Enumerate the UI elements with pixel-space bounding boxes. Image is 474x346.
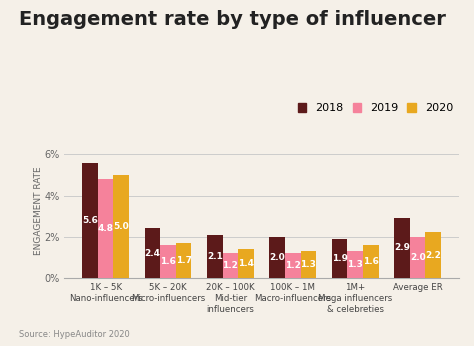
Bar (82, 163, 98, 277)
Bar (113, 175, 129, 277)
Bar (160, 245, 176, 277)
Text: 1.3: 1.3 (347, 260, 363, 269)
Text: 2.4: 2.4 (145, 248, 160, 257)
Bar (410, 237, 426, 277)
Bar (145, 228, 160, 277)
Bar (176, 243, 191, 277)
Bar (426, 233, 441, 277)
Text: 1.6: 1.6 (160, 257, 176, 266)
Bar (301, 251, 316, 277)
Bar (332, 239, 347, 277)
Text: 2.2: 2.2 (425, 251, 441, 260)
Text: 1.6: 1.6 (363, 257, 379, 266)
Text: 1.2: 1.2 (222, 261, 238, 270)
Bar (363, 245, 379, 277)
Text: Engagement rate by type of influencer: Engagement rate by type of influencer (19, 10, 446, 29)
Text: 1.3: 1.3 (301, 260, 316, 269)
Text: 2.1: 2.1 (207, 252, 223, 261)
Bar (285, 253, 301, 277)
Text: Source: HypeAuditor 2020: Source: HypeAuditor 2020 (19, 330, 130, 339)
Bar (98, 179, 113, 277)
Bar (238, 249, 254, 277)
Bar (347, 251, 363, 277)
Bar (223, 253, 238, 277)
Text: 4.8: 4.8 (98, 224, 114, 233)
Text: 1.7: 1.7 (175, 256, 191, 265)
Text: 1.4: 1.4 (238, 259, 254, 268)
Bar (394, 218, 410, 277)
Y-axis label: ENGAGEMENT RATE: ENGAGEMENT RATE (34, 167, 43, 255)
Text: 1.9: 1.9 (332, 254, 347, 263)
Text: 5.0: 5.0 (113, 222, 129, 231)
Text: 5.6: 5.6 (82, 216, 98, 225)
Text: 2.0: 2.0 (269, 253, 285, 262)
Text: 1.2: 1.2 (285, 261, 301, 270)
Legend: 2018, 2019, 2020: 2018, 2019, 2020 (298, 103, 454, 113)
Text: 2.0: 2.0 (410, 253, 426, 262)
Bar (269, 237, 285, 277)
Text: 2.9: 2.9 (394, 243, 410, 252)
Bar (207, 235, 223, 277)
